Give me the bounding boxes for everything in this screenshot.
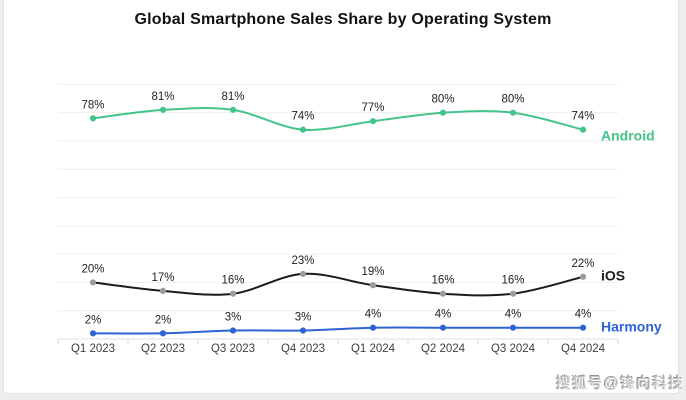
x-axis-label: Q3 2023 [211, 343, 255, 355]
series-label-harmony: Harmony [601, 318, 662, 334]
ios-point-q1-2023 [89, 279, 97, 286]
android-value-label: 81% [221, 91, 244, 103]
android-line [92, 107, 584, 131]
ios-point-q2-2023 [159, 287, 167, 295]
harmony-value-label: 3% [225, 312, 242, 324]
ios-value-label: 17% [151, 272, 174, 284]
harmony-point-q3-2023 [229, 327, 237, 334]
harmony-point-q3-2024 [509, 324, 517, 331]
harmony-point-q2-2024 [439, 324, 447, 331]
watermark: 搜狐号@锋向科技 [555, 375, 684, 392]
series-label-ios: iOS [601, 267, 625, 283]
android-point-q3-2024 [509, 109, 517, 116]
ios-value-label: 23% [291, 255, 314, 267]
harmony-value-label: 2% [85, 314, 102, 326]
harmony-value-label: 4% [435, 309, 452, 321]
series-label-android: Android [601, 127, 655, 143]
ios-point-q2-2024 [439, 290, 447, 297]
android-value-label: 78% [81, 99, 104, 111]
android-value-label: 74% [291, 111, 314, 123]
android-value-label: 80% [501, 94, 524, 106]
harmony-point-q4-2024 [579, 324, 587, 331]
android-value-label: 77% [361, 102, 384, 114]
ios-point-q3-2024 [509, 290, 517, 297]
android-value-label: 81% [151, 91, 174, 103]
harmony-value-label: 4% [365, 309, 382, 321]
android-point-q1-2023 [89, 115, 97, 122]
harmony-line [92, 326, 584, 335]
harmony-value-label: 3% [295, 312, 312, 324]
ios-value-label: 19% [361, 266, 384, 278]
ios-value-label: 16% [431, 275, 454, 287]
harmony-point-q1-2024 [369, 324, 377, 331]
ios-value-label: 20% [81, 263, 104, 275]
x-axis-label: Q2 2023 [141, 343, 185, 355]
harmony-value-label: 4% [505, 309, 522, 321]
chart-title: Global Smartphone Sales Share by Operati… [134, 11, 552, 28]
ios-point-q3-2023 [229, 290, 237, 297]
android-point-q2-2023 [159, 106, 167, 113]
x-axis-label: Q4 2024 [561, 343, 606, 355]
android-point-q4-2023 [299, 126, 307, 133]
ios-point-q4-2024 [579, 273, 587, 280]
harmony-value-label: 4% [575, 309, 592, 321]
harmony-point-q4-2023 [299, 327, 307, 334]
ios-value-label: 16% [221, 275, 244, 287]
android-point-q3-2023 [229, 106, 237, 113]
ios-point-q4-2023 [299, 270, 307, 278]
android-point-q2-2024 [439, 109, 447, 116]
x-axis-label: Q3 2024 [491, 343, 536, 355]
android-point-q1-2024 [369, 118, 377, 125]
x-axis-label: Q4 2023 [281, 343, 325, 355]
harmony-point-q1-2023 [89, 330, 97, 337]
harmony-value-label: 2% [155, 314, 172, 326]
android-value-label: 80% [431, 94, 454, 106]
android-point-q4-2024 [579, 126, 587, 133]
harmony-point-q2-2023 [159, 330, 167, 337]
x-axis-label: Q1 2023 [71, 343, 115, 355]
ios-value-label: 22% [571, 258, 594, 270]
ios-value-label: 16% [501, 275, 524, 287]
android-value-label: 74% [571, 111, 594, 123]
x-axis-label: Q1 2024 [351, 343, 396, 355]
ios-point-q1-2024 [369, 282, 377, 289]
x-axis-label: Q2 2024 [421, 343, 466, 355]
ios-line [92, 272, 584, 297]
